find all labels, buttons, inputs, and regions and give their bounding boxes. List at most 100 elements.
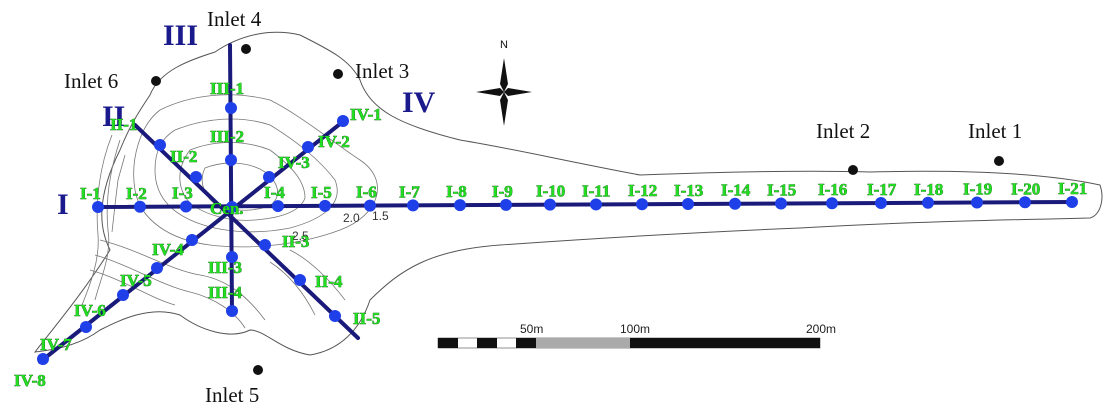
sampling-point-label: Cen. — [210, 199, 244, 218]
sampling-point-marker — [544, 198, 556, 211]
sampling-point-label: I-8 — [446, 182, 467, 201]
sampling-point-label: I-13 — [674, 181, 703, 200]
sampling-point-label: I-2 — [126, 184, 147, 203]
sampling-point-marker — [259, 239, 271, 251]
inlet-6-marker — [151, 76, 161, 86]
sampling-point-marker — [154, 139, 166, 151]
sampling-points — [37, 102, 1078, 365]
sampling-point-label: I-19 — [963, 180, 992, 199]
contour-label: 1.5 — [372, 209, 389, 223]
sampling-point-label: I-11 — [582, 181, 610, 200]
sampling-point-label: III-1 — [210, 79, 244, 98]
inlet-2-label: Inlet 2 — [816, 119, 870, 143]
sampling-point-marker — [971, 196, 983, 209]
sampling-point-marker — [225, 102, 237, 114]
sampling-point-label: I-16 — [818, 180, 847, 199]
sampling-point-label: II-4 — [315, 272, 343, 291]
sampling-point-label: III-4 — [208, 283, 243, 302]
sampling-point-marker — [294, 274, 306, 286]
sampling-point-label: II-5 — [353, 309, 380, 328]
scale-label-50m: 50m — [520, 322, 543, 336]
sampling-point-marker — [590, 198, 602, 211]
sampling-point-label: III-2 — [210, 127, 244, 146]
sampling-point-label: III-3 — [208, 258, 242, 277]
sampling-point-label: IV-4 — [152, 240, 184, 259]
sampling-point-marker — [319, 199, 331, 212]
sampling-point-marker — [37, 353, 49, 365]
lake-outline — [33, 31, 1103, 356]
sampling-point-marker — [92, 200, 104, 213]
sampling-point-marker — [151, 262, 163, 274]
sampling-point-label: I-10 — [536, 182, 565, 201]
sampling-point-marker — [729, 197, 741, 210]
sampling-point-marker — [80, 321, 92, 333]
sampling-point-marker — [454, 199, 466, 212]
sampling-point-marker — [186, 234, 198, 246]
sampling-point-marker — [117, 289, 129, 301]
line-I-path — [93, 200, 1077, 209]
sampling-point-label: I-6 — [356, 183, 377, 202]
inlet-3-marker — [333, 69, 343, 79]
sampling-point-marker — [134, 200, 146, 213]
scale-label-100m: 100m — [620, 322, 650, 336]
sampling-point-label: I-1 — [80, 184, 101, 203]
sampling-point-label: IV-3 — [278, 153, 310, 172]
sampling-point-label: IV-7 — [40, 335, 72, 354]
sampling-point-marker — [226, 201, 238, 213]
sampling-point-label: I-17 — [867, 180, 897, 199]
sampling-point-label: I-7 — [399, 182, 420, 201]
line-label-IV: IV — [402, 86, 436, 119]
sampling-point-marker — [775, 197, 787, 210]
sampling-point-label: IV-5 — [120, 271, 152, 290]
sampling-point-label: I-21 — [1058, 179, 1087, 198]
inlet-5-marker — [253, 365, 263, 375]
survey-lines — [38, 43, 1077, 364]
sampling-point-marker — [922, 196, 934, 209]
sampling-point-marker — [180, 200, 192, 213]
scale-label-200m: 200m — [806, 322, 836, 336]
sampling-point-marker — [263, 171, 275, 183]
contour-label-group: 2.0 1.5 2.5 — [292, 209, 389, 243]
sampling-point-marker — [1066, 196, 1078, 209]
sampling-point-marker — [226, 305, 238, 317]
line-label-III: III — [163, 19, 198, 52]
contour-label: 2.5 — [292, 229, 309, 243]
inlet-4-marker — [241, 44, 251, 54]
inlet-1-marker — [994, 156, 1004, 166]
line-label-II: II — [102, 100, 125, 133]
sampling-point-marker — [407, 199, 419, 212]
sampling-point-label: I-3 — [172, 184, 193, 203]
sampling-point-marker — [329, 310, 341, 322]
sampling-point-marker — [682, 197, 694, 210]
inlet-5-label: Inlet 5 — [205, 383, 259, 407]
sampling-point-label: I-12 — [628, 181, 657, 200]
sampling-point-marker — [225, 154, 237, 166]
sampling-point-marker — [226, 251, 238, 263]
inlet-6-label: Inlet 6 — [64, 69, 118, 93]
sampling-point-marker — [636, 198, 648, 211]
sampling-point-label: II-2 — [170, 147, 197, 166]
sampling-point-label: I-15 — [767, 181, 796, 200]
sampling-point-label: IV-6 — [74, 301, 106, 320]
sampling-point-label: II-3 — [282, 232, 309, 251]
line-II-path — [133, 123, 360, 340]
sampling-point-marker — [302, 141, 314, 153]
sampling-point-label: II-1 — [110, 115, 137, 134]
sampling-point-label: I-5 — [311, 183, 332, 202]
inlet-4-label: Inlet 4 — [207, 7, 262, 31]
sampling-point-label: I-14 — [721, 181, 751, 200]
sampling-point-label: IV-2 — [318, 132, 350, 151]
sampling-point-marker — [364, 199, 376, 212]
sampling-point-label: IV-1 — [350, 105, 382, 124]
line-label-I: I — [57, 188, 69, 221]
inlet-markers — [151, 44, 1004, 375]
scale-bar — [437, 337, 821, 349]
line-III-path — [228, 43, 234, 314]
sampling-point-label: I-18 — [914, 180, 943, 199]
sampling-point-marker — [500, 198, 512, 211]
sampling-point-label: I-9 — [492, 182, 513, 201]
sampling-point-label: I-20 — [1011, 179, 1040, 198]
sampling-point-marker — [1019, 196, 1031, 209]
contour-label: 2.0 — [343, 211, 360, 225]
